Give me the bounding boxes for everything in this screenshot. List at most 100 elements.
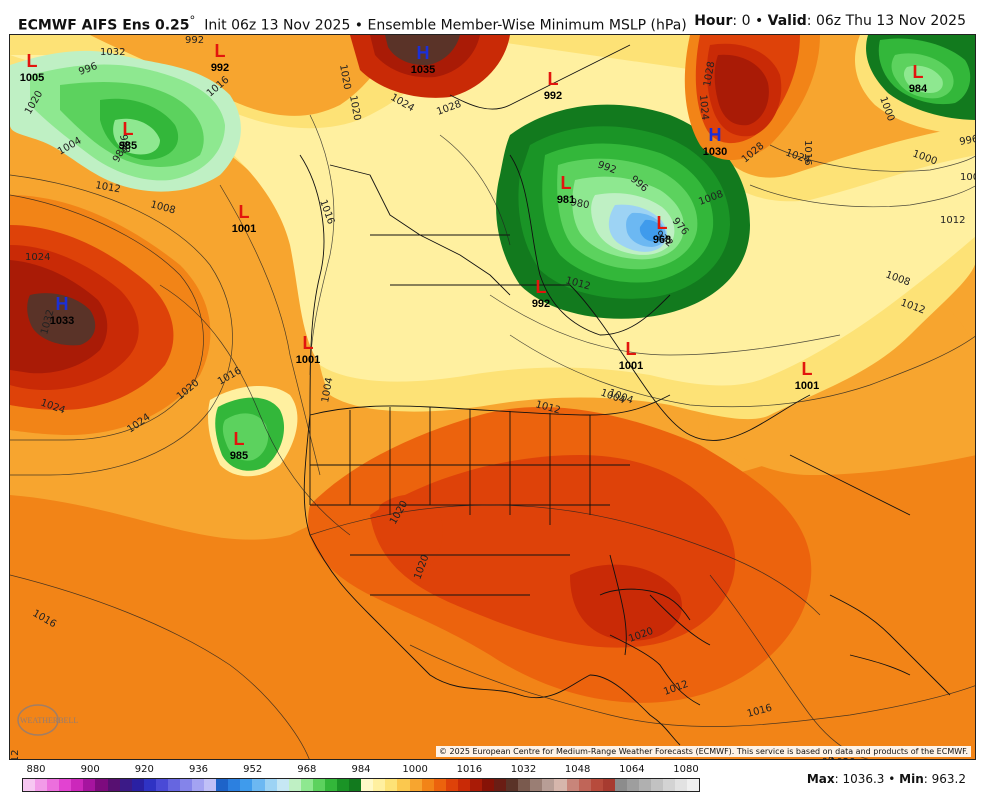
max-value: : 1036.3: [834, 772, 885, 786]
legend-swatch: [602, 779, 615, 791]
legend-swatch: [155, 779, 168, 791]
pressure-center-value: 1001: [232, 223, 256, 235]
legend-swatch: [445, 779, 458, 791]
legend-swatch: [47, 779, 60, 791]
legend-swatch: [83, 779, 96, 791]
header: ECMWF AIFS Ens 0.25° Init 06z 13 Nov 202…: [0, 0, 984, 34]
legend-swatch: [361, 779, 374, 791]
low-pressure-marker: L: [123, 119, 134, 139]
max-label: Max: [806, 772, 835, 786]
legend-swatch: [457, 779, 470, 791]
legend-swatch: [433, 779, 446, 791]
isobar-label: 1020: [830, 757, 855, 760]
high-pressure-marker: H: [417, 43, 430, 63]
low-pressure-marker: L: [239, 202, 250, 222]
pressure-center-value: 1005: [20, 72, 44, 84]
isobar-label: 988: [117, 134, 131, 155]
legend-swatch: [663, 779, 676, 791]
isobar-label: 1020: [347, 95, 362, 122]
legend-swatch: [675, 779, 688, 791]
isobar-label: 1012: [10, 750, 21, 760]
legend-label: 1016: [456, 764, 483, 775]
low-pressure-marker: L: [27, 51, 38, 71]
legend-swatch: [385, 779, 398, 791]
chart-subtitle: Init 06z 13 Nov 2025 • Ensemble Member-W…: [204, 17, 687, 34]
pressure-center-value: 968: [653, 234, 671, 246]
legend-label: 984: [351, 764, 371, 775]
isobar-label: 1004: [320, 377, 335, 404]
legend-swatch: [397, 779, 410, 791]
legend-swatch: [240, 779, 253, 791]
logo-text: WEATHERBELL: [20, 716, 78, 725]
isobar-label: 1016: [802, 140, 813, 165]
pressure-center-value: 992: [544, 90, 562, 102]
legend-swatch: [35, 779, 48, 791]
valid-value: : 06z Thu 13 Nov 2025: [806, 13, 966, 29]
pressure-center-value: 1001: [296, 354, 320, 366]
legend-swatch: [167, 779, 181, 791]
pressure-center-value: 1001: [795, 380, 819, 392]
high-pressure-marker: H: [56, 294, 69, 314]
max-min-readout: Max: 1036.3 • Min: 963.2: [807, 772, 966, 786]
legend-label: 1032: [510, 764, 537, 775]
isobar-label: 1020: [337, 64, 352, 91]
legend-swatch: [59, 779, 72, 791]
legend-swatch: [337, 779, 350, 791]
legend-swatch: [349, 779, 362, 791]
legend-swatch: [566, 779, 579, 791]
pressure-center-value: 985: [230, 450, 248, 462]
logo-graphic: WEATHERBELL: [17, 704, 78, 736]
degree-symbol: °: [189, 13, 196, 27]
legend-swatch: [252, 779, 265, 791]
low-pressure-marker: L: [548, 69, 559, 89]
legend-label: 952: [243, 764, 263, 775]
legend-swatch: [71, 779, 84, 791]
legend-label: 1000: [402, 764, 428, 775]
min-value: : 963.2: [923, 772, 966, 786]
pressure-center-value: 1030: [703, 146, 727, 158]
maxmin-separator: •: [884, 772, 900, 786]
legend-swatch: [95, 779, 108, 791]
legend-swatch: [119, 779, 132, 791]
pressure-center-value: 1033: [50, 315, 74, 327]
legend-swatch: [481, 779, 495, 791]
legend-label: 880: [26, 764, 46, 775]
legend-swatch: [373, 779, 386, 791]
legend-swatch: [131, 779, 144, 791]
hour-value: : 0 •: [732, 13, 768, 29]
low-pressure-marker: L: [536, 277, 547, 297]
legend-swatch: [614, 779, 627, 791]
mslp-map: 1004 1008 1012 1016 1020 1024 1028 1032 996 992 98…: [9, 34, 976, 760]
isobar-label: 1024: [697, 94, 710, 120]
valid-label: Valid: [767, 13, 807, 29]
isobar-label: 1004: [960, 172, 976, 183]
legend-swatch: [143, 779, 156, 791]
legend-swatch: [264, 779, 277, 791]
pressure-center-value: 1001: [619, 360, 643, 372]
low-pressure-marker: L: [657, 213, 668, 233]
legend-swatch: [651, 779, 664, 791]
isobar-label: 1028: [702, 61, 717, 88]
legend-swatch: [276, 779, 289, 791]
color-legend: 880 900 920 936 952 968 984 1000 1016 1032 1048 106…: [22, 764, 700, 804]
legend-swatch: [324, 779, 338, 791]
chart-title: ECMWF AIFS Ens 0.25° Init 06z 13 Nov 202…: [18, 13, 687, 34]
legend-swatch: [590, 779, 603, 791]
low-pressure-marker: L: [913, 62, 924, 82]
legend-swatch: [638, 779, 652, 791]
legend-labels: 880 900 920 936 952 968 984 1000 1016 1032 1048 106…: [22, 764, 700, 778]
map-canvas: 1004 1008 1012 1016 1020 1024 1028 1032 996 992 98…: [10, 35, 976, 760]
legend-label: 936: [188, 764, 209, 775]
low-pressure-marker: L: [626, 339, 637, 359]
pressure-center-value: 981: [557, 194, 575, 206]
isobar-label: 996: [959, 134, 976, 148]
legend-swatch: [506, 779, 519, 791]
legend-swatch: [542, 779, 555, 791]
legend-swatch: [216, 779, 229, 791]
legend-swatch: [494, 779, 507, 791]
isobar-label: 992: [185, 35, 204, 46]
legend-swatch: [469, 779, 482, 791]
pressure-center-value: 992: [532, 298, 550, 310]
legend-swatch: [312, 779, 325, 791]
